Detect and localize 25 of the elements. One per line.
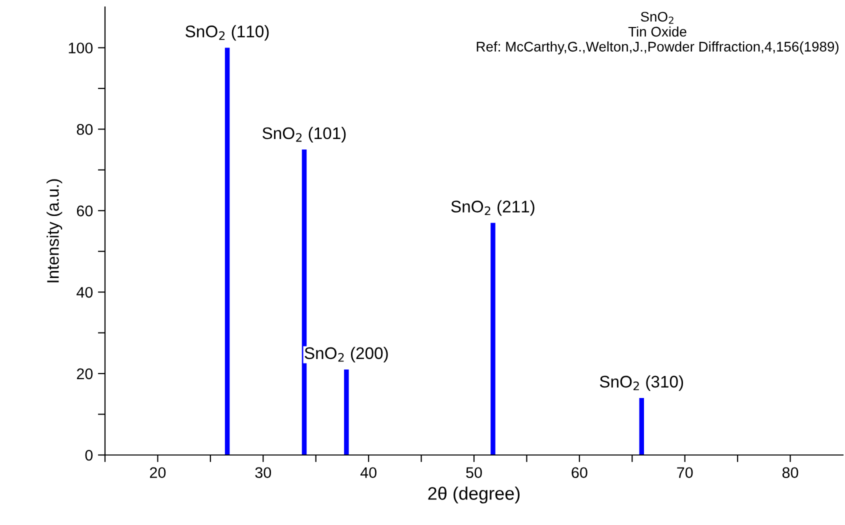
x-tick-label: 60 (572, 467, 588, 478)
annotation: SnO$_{2}$ Tin Oxide Ref: McCarthy,G.,Welton,J.,Powder Diffraction,4,156(1989) (476, 12, 838, 54)
x-axis-title: 2θ (degree) (428, 486, 520, 504)
y-tick-label: 80 (76, 124, 93, 135)
annotation: SnO$_{2}$ (101) (262, 126, 346, 142)
annotation: SnO$_{2}$ (211) (451, 200, 534, 216)
bar (344, 369, 349, 455)
y-tick-label: 100 (68, 42, 93, 54)
x-tick-label: 50 (466, 467, 482, 478)
y-tick-label: 40 (76, 286, 93, 298)
y-tick-label: 60 (76, 206, 93, 216)
x-tick-label: 30 (255, 467, 272, 478)
y-tick-label: 0 (85, 450, 93, 461)
x-tick-label: 80 (782, 467, 798, 478)
y-axis-title: Intensity (a.u.) (46, 179, 62, 282)
annotation: SnO$_{2}$ (200) (304, 346, 388, 362)
y-tick-label: 20 (76, 368, 93, 380)
x-tick-label: 20 (150, 467, 166, 478)
bar (490, 222, 496, 455)
bar (224, 48, 230, 455)
bar (639, 398, 644, 455)
x-tick-label: 70 (677, 467, 693, 478)
annotation: SnO$_{2}$ (110) (186, 25, 269, 41)
annotation: SnO$_{2}$ (310) (600, 375, 684, 391)
x-tick-label: 40 (360, 467, 376, 478)
